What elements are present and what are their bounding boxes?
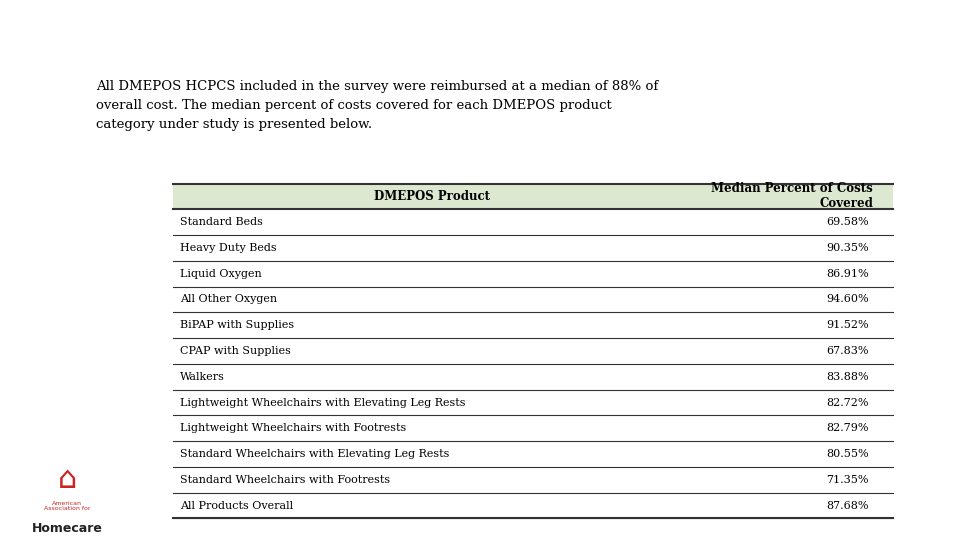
Text: Heavy Duty Beds: Heavy Duty Beds xyxy=(180,243,276,253)
Text: 67.83%: 67.83% xyxy=(827,346,869,356)
Text: DMEPOS Product: DMEPOS Product xyxy=(374,190,490,203)
Text: CPAP with Supplies: CPAP with Supplies xyxy=(180,346,291,356)
Text: 82.79%: 82.79% xyxy=(827,423,869,433)
Text: 69.58%: 69.58% xyxy=(826,217,869,227)
Text: 87.68%: 87.68% xyxy=(827,501,869,510)
Text: BiPAP with Supplies: BiPAP with Supplies xyxy=(180,320,294,330)
Text: 90.35%: 90.35% xyxy=(826,243,869,253)
Text: All Products Overall: All Products Overall xyxy=(180,501,293,510)
Text: Homecare: Homecare xyxy=(32,522,103,535)
Text: Standard Wheelchairs with Elevating Leg Rests: Standard Wheelchairs with Elevating Leg … xyxy=(180,449,449,459)
Text: Standard Wheelchairs with Footrests: Standard Wheelchairs with Footrests xyxy=(180,475,390,485)
Text: Dobson Davanzo Cost Study Findings: Median Percent of Costs Covered: Dobson Davanzo Cost Study Findings: Medi… xyxy=(135,28,901,48)
Bar xyxy=(173,184,893,210)
Text: Liquid Oxygen: Liquid Oxygen xyxy=(180,269,262,279)
Text: Walkers: Walkers xyxy=(180,372,225,382)
Text: All DMEPOS HCPCS included in the survey were reimbursed at a median of 88% of
ov: All DMEPOS HCPCS included in the survey … xyxy=(96,80,659,131)
Text: Lightweight Wheelchairs with Footrests: Lightweight Wheelchairs with Footrests xyxy=(180,423,406,433)
Text: ⌂: ⌂ xyxy=(58,465,77,494)
Text: 80.55%: 80.55% xyxy=(826,449,869,459)
Text: 94.60%: 94.60% xyxy=(826,294,869,305)
Text: 71.35%: 71.35% xyxy=(827,475,869,485)
Text: Standard Beds: Standard Beds xyxy=(180,217,263,227)
Text: American
Association for: American Association for xyxy=(44,501,90,511)
Text: All Other Oxygen: All Other Oxygen xyxy=(180,294,277,305)
Text: 86.91%: 86.91% xyxy=(826,269,869,279)
Text: 82.72%: 82.72% xyxy=(827,397,869,408)
Text: Lightweight Wheelchairs with Elevating Leg Rests: Lightweight Wheelchairs with Elevating L… xyxy=(180,397,466,408)
Text: 91.52%: 91.52% xyxy=(826,320,869,330)
Text: 83.88%: 83.88% xyxy=(826,372,869,382)
Text: Median Percent of Costs
Covered: Median Percent of Costs Covered xyxy=(711,183,873,211)
